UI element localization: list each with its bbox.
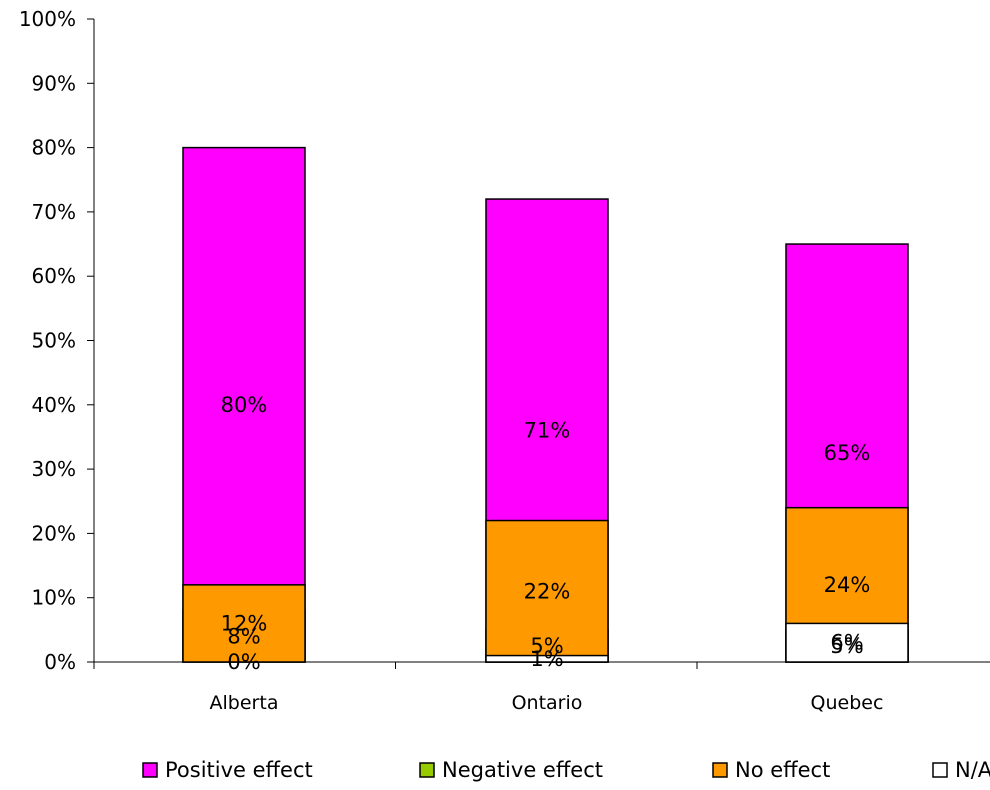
data-label: 8%: [227, 624, 260, 648]
y-tick-label: 30%: [32, 457, 76, 481]
axes-layer: 0% 10% 20% 30% 40% 50% 60% 70% 80% 90% 100% Alberta…: [19, 7, 990, 714]
legend-label: Negative effect: [442, 758, 603, 782]
data-label: 65%: [824, 441, 871, 465]
y-tick-label: 0%: [44, 650, 76, 674]
data-label: 5%: [830, 634, 863, 658]
data-label: 5%: [530, 634, 563, 658]
data-label: 71%: [524, 419, 571, 443]
data-label: 24%: [824, 573, 871, 597]
data-label: 0%: [227, 650, 260, 674]
y-tick-label: 50%: [32, 329, 76, 353]
data-label: 1%: [530, 647, 563, 671]
y-tick-label: 60%: [32, 264, 76, 288]
legend-swatch: [419, 762, 435, 778]
bar-segment-alberta-1: [182, 146, 306, 663]
legend-label: N/A: [955, 758, 990, 782]
category-label: Quebec: [811, 692, 884, 714]
legend-swatch: [142, 762, 158, 778]
y-tick-label: 100%: [19, 7, 76, 31]
legend-label: No effect: [735, 758, 830, 782]
data-label: 22%: [524, 579, 571, 603]
bar-segment-ontario-3: [485, 519, 609, 663]
bars-layer: [182, 146, 909, 663]
legend-swatch: [932, 762, 948, 778]
category-label: Alberta: [210, 692, 279, 714]
bar-segment-alberta-3: [182, 584, 306, 663]
y-tick-label: 70%: [32, 200, 76, 224]
y-tick-label: 10%: [32, 586, 76, 610]
legend: Positive effect Negative effect No effect N…: [142, 758, 990, 782]
data-label: 12%: [221, 611, 268, 635]
data-label: 6%: [830, 631, 863, 655]
y-tick-label: 90%: [32, 71, 76, 95]
legend-label: Positive effect: [165, 758, 313, 782]
category-label: Ontario: [512, 692, 583, 714]
y-tick-label: 40%: [32, 393, 76, 417]
y-tick-label: 20%: [32, 521, 76, 545]
data-label: 80%: [221, 393, 268, 417]
y-tick-label: 80%: [32, 136, 76, 160]
data-labels-layer: 80% 8%12% 0% 71% 5% 22% 1% 65% 5% 24% 6%: [221, 393, 871, 674]
legend-swatch: [712, 762, 728, 778]
